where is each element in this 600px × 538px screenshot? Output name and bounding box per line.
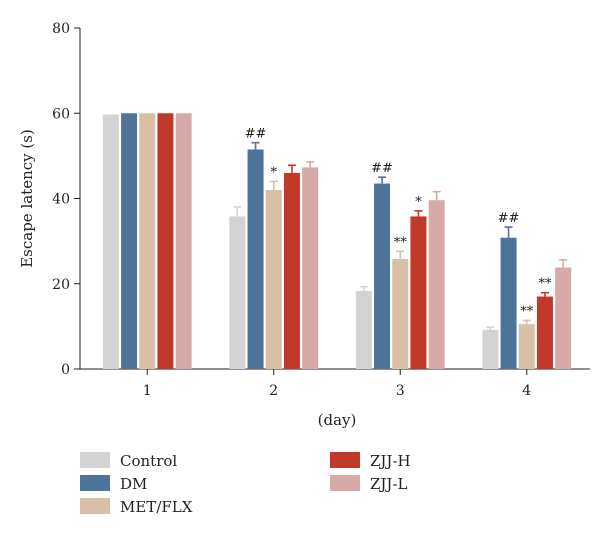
bar [428, 200, 445, 369]
y-tick-label: 60 [52, 106, 70, 122]
legend-swatch [80, 498, 110, 514]
legend-swatch [330, 475, 360, 491]
bar [410, 216, 427, 369]
x-tick-label: 3 [396, 383, 405, 399]
bar [247, 149, 264, 369]
bar [121, 113, 138, 369]
bar [229, 216, 246, 369]
x-tick-label: 1 [143, 383, 152, 399]
bar [555, 267, 572, 369]
bar [175, 113, 192, 369]
y-ticks: 0 20 40 60 80 [52, 21, 80, 378]
bar [482, 329, 499, 369]
bar [500, 237, 517, 369]
legend-label: ZJJ-H [370, 452, 411, 470]
x-tick-label: 2 [269, 383, 278, 399]
significance-marker: ** [394, 235, 408, 250]
y-axis-title: Escape latency (s) [18, 129, 36, 268]
x-tick-label: 4 [522, 383, 531, 399]
significance-marker: ** [520, 304, 534, 319]
bar [139, 113, 156, 369]
x-axis-title: (day) [318, 411, 357, 429]
bar [102, 114, 119, 369]
significance-marker: ## [371, 161, 393, 176]
bars: ##* ##***##**** [102, 113, 572, 369]
y-tick-label: 40 [52, 192, 70, 208]
y-tick-label: 20 [52, 277, 70, 293]
bar [157, 113, 174, 369]
y-tick-label: 80 [52, 21, 70, 37]
legend-label: MET/FLX [120, 498, 193, 516]
bar [265, 189, 282, 369]
legend-swatch [80, 475, 110, 491]
y-tick-label: 0 [61, 362, 70, 378]
significance-marker: * [271, 165, 278, 180]
legend: Control DM MET/FLX ZJJ-H ZJJ-L [80, 452, 411, 516]
legend-label: ZJJ-L [370, 475, 408, 493]
bar [283, 172, 300, 369]
significance-marker: ** [538, 277, 552, 292]
significance-marker: ## [245, 127, 267, 142]
significance-marker: ## [498, 211, 520, 226]
legend-label: Control [120, 452, 177, 470]
bar [518, 324, 535, 369]
bar [374, 183, 391, 369]
bar [355, 290, 372, 369]
x-axis: 1 2 3 4 [80, 368, 590, 399]
legend-label: DM [120, 475, 147, 493]
x-ticks: 1 2 3 4 [143, 369, 531, 399]
legend-swatch [330, 452, 360, 468]
significance-marker: * [415, 195, 422, 210]
bar [302, 167, 319, 369]
bar [536, 296, 553, 369]
legend-swatch [80, 452, 110, 468]
y-axis: 0 20 40 60 80 [52, 21, 81, 378]
bar [392, 259, 409, 369]
